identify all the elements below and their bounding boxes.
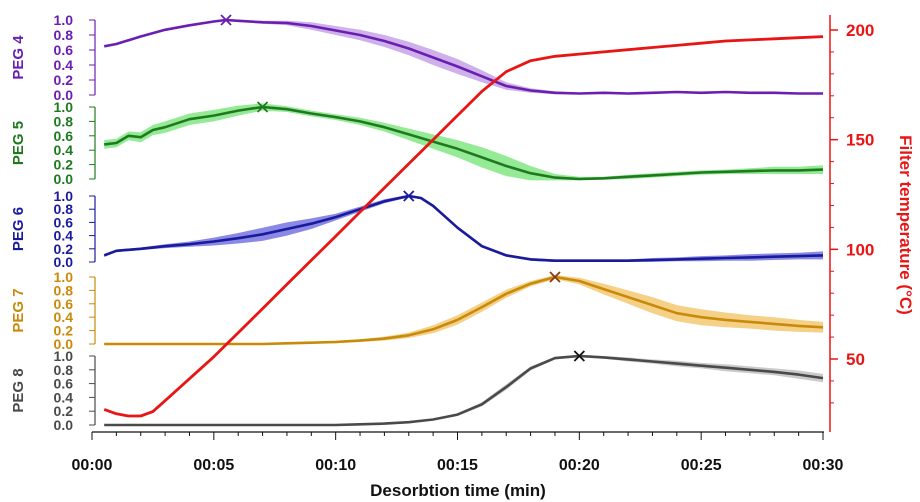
panel-label: PEG 5 [10,121,27,165]
x-tick-label: 00:05 [193,457,234,474]
panel-label: PEG 6 [10,207,27,251]
panel-peg-6: 1.00.80.60.40.20.0 PEG 6 [10,188,824,270]
peak-marker [403,190,415,202]
series-band [104,194,823,262]
panel-tick-label: 0.4 [54,309,74,325]
panel-tick-label: 0.6 [54,42,74,58]
axes-layer: 200 150 100 50 Filter temperature (°C) 00:00 0… [72,15,915,500]
panel-tick-label: 0.4 [54,228,74,244]
peak-marker [549,271,561,283]
panel-tick-label: 0.8 [54,362,74,378]
series-band [104,20,823,95]
panel-tick-label: 0.4 [54,142,74,158]
panel-tick-label: 1.0 [54,269,74,285]
temperature-tick-label: 150 [846,131,874,150]
temperature-tick-label: 100 [846,240,874,259]
panel-tick-label: 0.8 [54,27,74,43]
x-tick-label: 00:00 [72,457,113,474]
panel-tick-label: 0.4 [54,57,74,73]
temperature-line [103,35,824,418]
panel-tick-label: 1.0 [54,348,74,364]
panel-peg-4: 1.00.80.60.40.20.0 PEG 4 [10,12,823,103]
panel-tick-label: 0.8 [54,201,74,217]
panel-tick-label: 0.2 [54,157,74,173]
panel-tick-label: 0.0 [54,417,74,433]
panel-tick-label: 0.2 [54,323,74,339]
panel-tick-label: 0.0 [54,336,74,352]
panel-tick-label: 0.6 [54,296,74,312]
series-line [104,354,824,427]
panel-label: PEG 7 [10,288,27,332]
panel-tick-label: 1.0 [54,99,74,115]
panel-tick-label: 1.0 [54,12,74,28]
x-tick-label: 00:30 [803,457,844,474]
temperature-tick-label: 200 [846,21,874,40]
x-tick-label: 00:15 [437,457,478,474]
peak-marker [256,101,269,113]
peak-marker [220,14,232,26]
series-line [103,18,823,95]
panel-tick-label: 0.8 [54,282,74,298]
panel-tick-label: 0.2 [54,241,74,257]
panel-tick-label: 1.0 [54,188,74,204]
panel-tick-label: 0.6 [54,376,74,392]
series-line [104,275,824,346]
series-band [104,354,823,425]
temperature-tick-label: 50 [846,350,865,369]
x-tick-label: 00:10 [315,457,356,474]
x-tick-label: 00:25 [681,457,722,474]
panel-tick-label: 0.6 [54,214,74,230]
panel-tick-label: 0.0 [54,254,74,270]
panel-label: PEG 4 [10,35,27,80]
x-axis-label: Desorbtion time (min) [370,481,546,500]
panel-tick-label: 0.6 [54,128,74,144]
panel-tick-label: 0.0 [54,87,74,103]
panel-label: PEG 8 [10,368,27,412]
temperature-layer [103,35,824,418]
series-band [104,103,823,181]
series-line [103,194,824,262]
panel-tick-label: 0.2 [54,403,74,419]
temperature-axis-label: Filter temperature (°C) [896,135,915,315]
panel-tick-label: 0.8 [54,113,74,129]
panel-tick-label: 0.4 [54,389,74,405]
panel-tick-label: 0.2 [54,72,74,88]
series-band [104,275,823,345]
panel-tick-label: 0.0 [54,171,74,187]
x-tick-label: 00:20 [559,457,600,474]
panel-peg-7: 1.00.80.60.40.20.0 PEG 7 [10,269,824,352]
panel-peg-8: 1.00.80.60.40.20.0 PEG 8 [10,348,824,433]
peak-marker [573,350,585,362]
panel-peg-5: 1.00.80.60.40.20.0 PEG 5 [10,99,824,187]
